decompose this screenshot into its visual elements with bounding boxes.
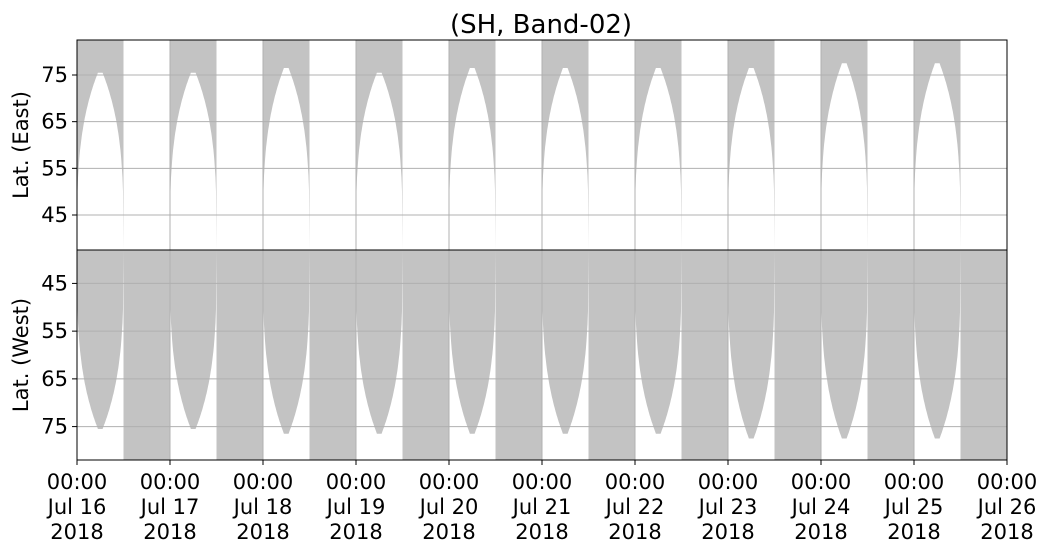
east-y-ticks: 45 55 65 75 bbox=[41, 63, 77, 227]
west-coverage-gap-5 bbox=[449, 250, 496, 460]
west-y-ticks: 45 55 65 75 bbox=[41, 271, 77, 439]
east-gridlines bbox=[76, 40, 1008, 250]
xtick-time-label: 00:00 bbox=[605, 470, 666, 494]
xtick-year-label: 2018 bbox=[980, 520, 1033, 544]
west-coverage-gap-6 bbox=[542, 250, 589, 460]
east-ytick-label: 75 bbox=[41, 63, 68, 87]
xtick-year-label: 2018 bbox=[236, 520, 289, 544]
east-coverage-band-4 bbox=[356, 40, 403, 250]
east-ytick-label: 45 bbox=[41, 203, 68, 227]
east-ytick-label: 65 bbox=[41, 110, 68, 134]
xtick-date-label: Jul 22 bbox=[604, 495, 665, 519]
xtick-date-label: Jul 25 bbox=[883, 495, 944, 519]
xtick-year-label: 2018 bbox=[422, 520, 475, 544]
east-panel: 45 55 65 75 Lat. (East) bbox=[9, 39, 1008, 251]
west-coverage-gap-2 bbox=[170, 250, 217, 460]
xtick-year-label: 2018 bbox=[143, 520, 196, 544]
xtick-year-label: 2018 bbox=[608, 520, 661, 544]
xtick-year-label: 2018 bbox=[329, 520, 382, 544]
west-panel: 45 55 65 75 Lat. (West) bbox=[9, 249, 1008, 461]
east-coverage-band-5 bbox=[449, 40, 496, 250]
xtick-time-label: 00:00 bbox=[698, 470, 759, 494]
xtick-date-label: Jul 26 bbox=[976, 495, 1037, 519]
xtick-date-label: Jul 19 bbox=[325, 495, 386, 519]
west-coverage-gap-8 bbox=[728, 250, 775, 460]
xtick-time-label: 00:00 bbox=[512, 470, 573, 494]
west-ytick-label: 75 bbox=[41, 415, 68, 439]
west-ytick-label: 65 bbox=[41, 367, 68, 391]
xtick-time-label: 00:00 bbox=[140, 470, 201, 494]
west-coverage-gap-3 bbox=[263, 250, 310, 460]
east-coverage-band-7 bbox=[635, 40, 682, 250]
xtick-year-label: 2018 bbox=[50, 520, 103, 544]
xtick-time-label: 00:00 bbox=[977, 470, 1038, 494]
xtick-year-label: 2018 bbox=[515, 520, 568, 544]
east-coverage-band-8 bbox=[728, 40, 775, 250]
xtick-year-label: 2018 bbox=[794, 520, 847, 544]
east-coverage-band-2 bbox=[170, 40, 217, 250]
west-y-axis-label: Lat. (West) bbox=[9, 298, 33, 412]
xtick-date-label: Jul 24 bbox=[790, 495, 851, 519]
xtick-year-label: 2018 bbox=[887, 520, 940, 544]
west-coverage-gap-7 bbox=[635, 250, 682, 460]
west-ytick-label: 55 bbox=[41, 319, 68, 343]
east-coverage-band-10 bbox=[914, 40, 961, 250]
xtick-time-label: 00:00 bbox=[791, 470, 852, 494]
east-coverage-band-1 bbox=[77, 40, 124, 250]
west-coverage-gap-10 bbox=[914, 250, 961, 460]
xtick-date-label: Jul 23 bbox=[697, 495, 758, 519]
xtick-time-label: 00:00 bbox=[47, 470, 108, 494]
west-coverage-gap-1 bbox=[77, 250, 124, 460]
east-coverage-fill bbox=[77, 40, 961, 250]
east-coverage-band-3 bbox=[263, 40, 310, 250]
xtick-year-label: 2018 bbox=[701, 520, 754, 544]
xtick-date-label: Jul 17 bbox=[139, 495, 200, 519]
west-ytick-label: 45 bbox=[41, 271, 68, 295]
west-coverage-gap-4 bbox=[356, 250, 403, 460]
xtick-date-label: Jul 20 bbox=[418, 495, 479, 519]
xtick-time-label: 00:00 bbox=[326, 470, 387, 494]
chart-title: (SH, Band-02) bbox=[450, 10, 632, 40]
xtick-date-label: Jul 18 bbox=[232, 495, 293, 519]
xtick-time-label: 00:00 bbox=[233, 470, 294, 494]
east-coverage-band-9 bbox=[821, 40, 868, 250]
xtick-date-label: Jul 16 bbox=[46, 495, 107, 519]
xtick-time-label: 00:00 bbox=[419, 470, 480, 494]
east-y-axis-label: Lat. (East) bbox=[9, 91, 33, 199]
east-coverage-band-6 bbox=[542, 40, 589, 250]
east-ytick-label: 55 bbox=[41, 156, 68, 180]
xtick-time-label: 00:00 bbox=[884, 470, 945, 494]
west-coverage-gap-9 bbox=[821, 250, 868, 460]
xtick-date-label: Jul 21 bbox=[511, 495, 572, 519]
